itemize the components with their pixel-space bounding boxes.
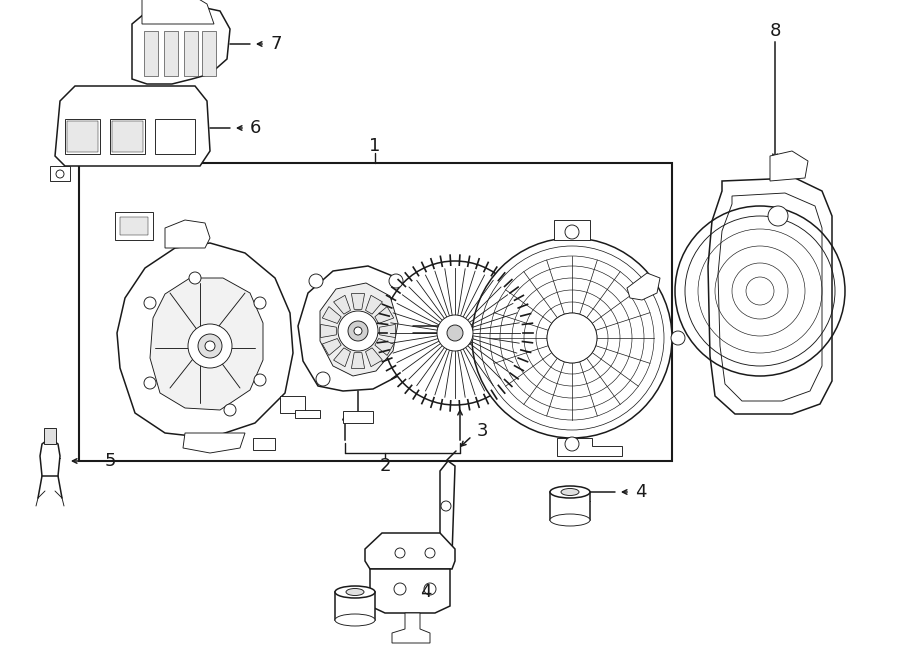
Circle shape [425, 548, 435, 558]
Bar [115, 212, 153, 240]
Ellipse shape [335, 614, 375, 626]
Circle shape [309, 274, 323, 288]
Polygon shape [708, 178, 832, 414]
Text: 2: 2 [379, 457, 391, 475]
Polygon shape [440, 461, 455, 561]
Polygon shape [320, 325, 337, 338]
Circle shape [316, 372, 330, 386]
Polygon shape [320, 283, 398, 376]
Circle shape [189, 272, 201, 284]
Bar [79, 163, 672, 461]
Bar [144, 31, 158, 76]
Polygon shape [351, 353, 364, 368]
Bar [112, 121, 143, 152]
Polygon shape [165, 220, 210, 248]
Polygon shape [351, 293, 364, 309]
Ellipse shape [550, 486, 590, 498]
Polygon shape [380, 325, 395, 338]
Circle shape [565, 437, 579, 451]
Ellipse shape [561, 488, 579, 496]
Circle shape [394, 583, 406, 595]
Polygon shape [142, 0, 214, 24]
Polygon shape [627, 273, 660, 300]
Text: 4: 4 [420, 583, 431, 601]
Bar [120, 217, 148, 235]
Bar [184, 31, 198, 76]
Polygon shape [334, 348, 350, 367]
Polygon shape [298, 266, 416, 391]
Polygon shape [55, 86, 210, 166]
Circle shape [395, 548, 405, 558]
Text: 5: 5 [105, 452, 116, 470]
Polygon shape [365, 348, 382, 367]
Circle shape [424, 583, 436, 595]
Polygon shape [322, 338, 341, 356]
Ellipse shape [346, 588, 364, 596]
Circle shape [671, 331, 685, 345]
Bar [50, 166, 70, 181]
Circle shape [338, 311, 378, 351]
Polygon shape [375, 307, 393, 323]
Text: 6: 6 [250, 119, 261, 137]
Polygon shape [183, 433, 245, 453]
Polygon shape [365, 295, 382, 314]
Polygon shape [322, 307, 341, 323]
Circle shape [254, 374, 266, 386]
Circle shape [437, 315, 473, 351]
Ellipse shape [550, 514, 590, 526]
Polygon shape [375, 338, 393, 356]
Polygon shape [370, 569, 450, 613]
Circle shape [447, 325, 463, 341]
Bar [554, 220, 590, 240]
Circle shape [565, 225, 579, 239]
Bar [110, 119, 145, 154]
Bar [155, 119, 195, 154]
Circle shape [348, 321, 368, 341]
Polygon shape [770, 151, 808, 181]
Polygon shape [365, 533, 455, 569]
Bar [335, 592, 375, 620]
Circle shape [188, 324, 232, 368]
Circle shape [383, 261, 527, 405]
Bar [550, 492, 590, 520]
Circle shape [547, 313, 597, 363]
Polygon shape [392, 613, 430, 643]
Circle shape [224, 404, 236, 416]
Bar [343, 411, 373, 423]
Circle shape [144, 297, 156, 309]
Polygon shape [334, 295, 350, 314]
Bar [164, 31, 178, 76]
Circle shape [459, 331, 473, 345]
Bar [67, 121, 98, 152]
Polygon shape [557, 438, 622, 456]
Polygon shape [150, 278, 263, 410]
Circle shape [205, 341, 215, 351]
Text: 1: 1 [369, 137, 381, 155]
Text: 3: 3 [477, 422, 489, 440]
Text: 7: 7 [270, 35, 282, 53]
Polygon shape [117, 243, 293, 438]
Bar [253, 438, 275, 450]
Polygon shape [44, 428, 56, 444]
Text: 8: 8 [770, 22, 780, 40]
Circle shape [441, 501, 451, 511]
Circle shape [354, 327, 362, 335]
Polygon shape [132, 4, 230, 84]
Polygon shape [280, 396, 305, 413]
Circle shape [768, 206, 788, 226]
Circle shape [56, 170, 64, 178]
Bar [295, 410, 320, 418]
Bar [202, 31, 216, 76]
Bar [65, 119, 100, 154]
Circle shape [389, 274, 403, 288]
Polygon shape [40, 438, 60, 476]
Ellipse shape [335, 586, 375, 598]
Text: 4: 4 [635, 483, 646, 501]
Circle shape [144, 377, 156, 389]
Circle shape [198, 334, 222, 358]
Circle shape [254, 297, 266, 309]
Circle shape [472, 238, 672, 438]
